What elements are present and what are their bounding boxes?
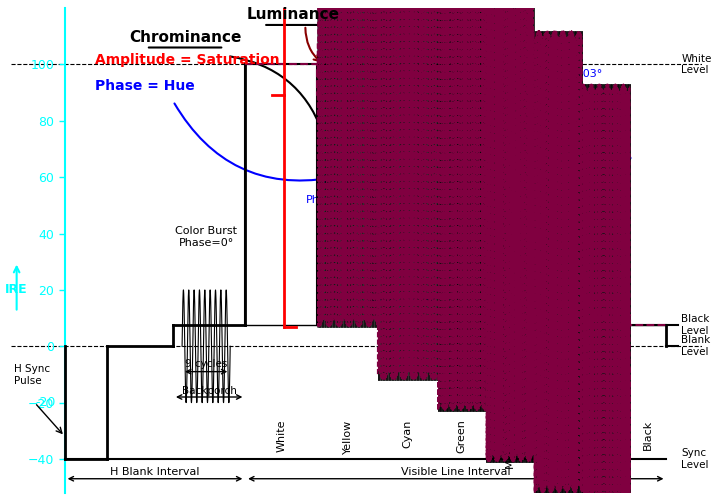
Text: Phase≈103°: Phase≈103° — [534, 69, 603, 79]
Text: Yellow: Yellow — [343, 419, 353, 454]
Text: Backporch: Backporch — [181, 386, 237, 396]
Text: Black: Black — [643, 419, 653, 450]
Text: Phase≈347°: Phase≈347° — [564, 156, 634, 166]
Text: 9 cycles: 9 cycles — [185, 359, 228, 369]
Text: Magenta: Magenta — [505, 419, 515, 469]
Text: White: White — [276, 419, 287, 452]
Text: Blank
Level: Blank Level — [681, 335, 711, 357]
Text: Phase≈61°: Phase≈61° — [486, 52, 548, 62]
Text: Luminance: Luminance — [247, 7, 340, 22]
Text: Visible Line Interval: Visible Line Interval — [401, 467, 510, 477]
Text: Phase = Hue: Phase = Hue — [95, 79, 194, 92]
Text: Cyan: Cyan — [402, 419, 413, 448]
Text: Black
Level: Black Level — [681, 314, 710, 336]
Text: Red: Red — [553, 419, 563, 441]
Text: White
Level: White Level — [681, 54, 712, 75]
Text: Chrominance: Chrominance — [129, 30, 241, 45]
Text: IRE: IRE — [5, 283, 28, 296]
Text: Sync
Level: Sync Level — [681, 448, 709, 470]
Text: Green: Green — [456, 419, 467, 453]
Text: Amplitude = Saturation: Amplitude = Saturation — [95, 53, 279, 67]
Text: Color Burst
Phase=0°: Color Burst Phase=0° — [175, 226, 237, 248]
Text: H Blank Interval: H Blank Interval — [110, 467, 199, 477]
Text: H Sync
Pulse: H Sync Pulse — [14, 364, 50, 386]
Text: Phase≈241°: Phase≈241° — [444, 29, 513, 39]
Text: -20: -20 — [35, 396, 55, 409]
Text: Blue: Blue — [601, 419, 611, 444]
Text: Phase≈167°: Phase≈167° — [305, 195, 375, 205]
Text: Phase≈283°: Phase≈283° — [366, 297, 435, 307]
